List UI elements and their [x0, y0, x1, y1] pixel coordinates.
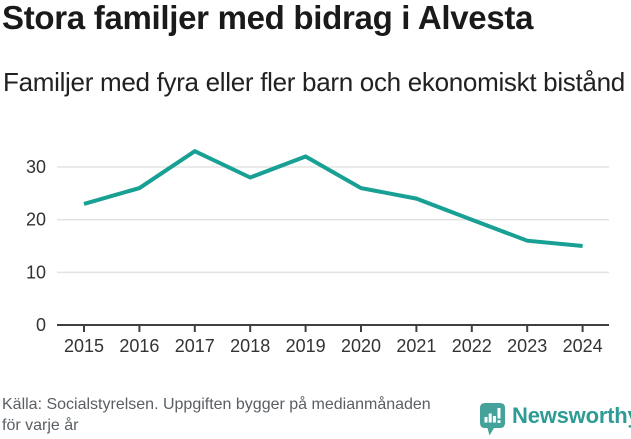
x-tick-label-2019: 2019: [286, 336, 326, 356]
y-tick-label-30: 30: [26, 157, 46, 177]
source-note: Källa: Socialstyrelsen. Uppgiften bygger…: [2, 396, 431, 434]
y-tick-label-20: 20: [26, 210, 46, 230]
x-tick-label-2024: 2024: [563, 336, 603, 356]
x-tick-label-2023: 2023: [507, 336, 547, 356]
data-line-series: [83, 148, 583, 248]
x-tick-label-2015: 2015: [64, 336, 104, 356]
y-tick-label-0: 0: [36, 315, 46, 335]
x-tick-label-2017: 2017: [175, 336, 215, 356]
line-chart: 0 10 20 30 2015 2016 2017 2018 2019 2020 2021 2022 2…: [26, 148, 609, 356]
x-tick-label-2022: 2022: [452, 336, 492, 356]
x-tick-label-2021: 2021: [396, 336, 436, 356]
chart-title: Stora familjer med bidrag i Alvesta: [2, 0, 534, 36]
x-tick-label-2016: 2016: [119, 336, 159, 356]
newsworthy-wordmark: Newsworthy: [512, 403, 631, 428]
chart-subtitle: Familjer med fyra eller fler barn och ek…: [3, 67, 625, 97]
x-tick-label-2018: 2018: [230, 336, 270, 356]
y-tick-label-10: 10: [26, 262, 46, 282]
newsworthy-bar-chart-bubble-icon: [480, 403, 505, 436]
x-tick-label-2020: 2020: [341, 336, 381, 356]
newsworthy-logo[interactable]: Newsworthy: [480, 403, 631, 436]
